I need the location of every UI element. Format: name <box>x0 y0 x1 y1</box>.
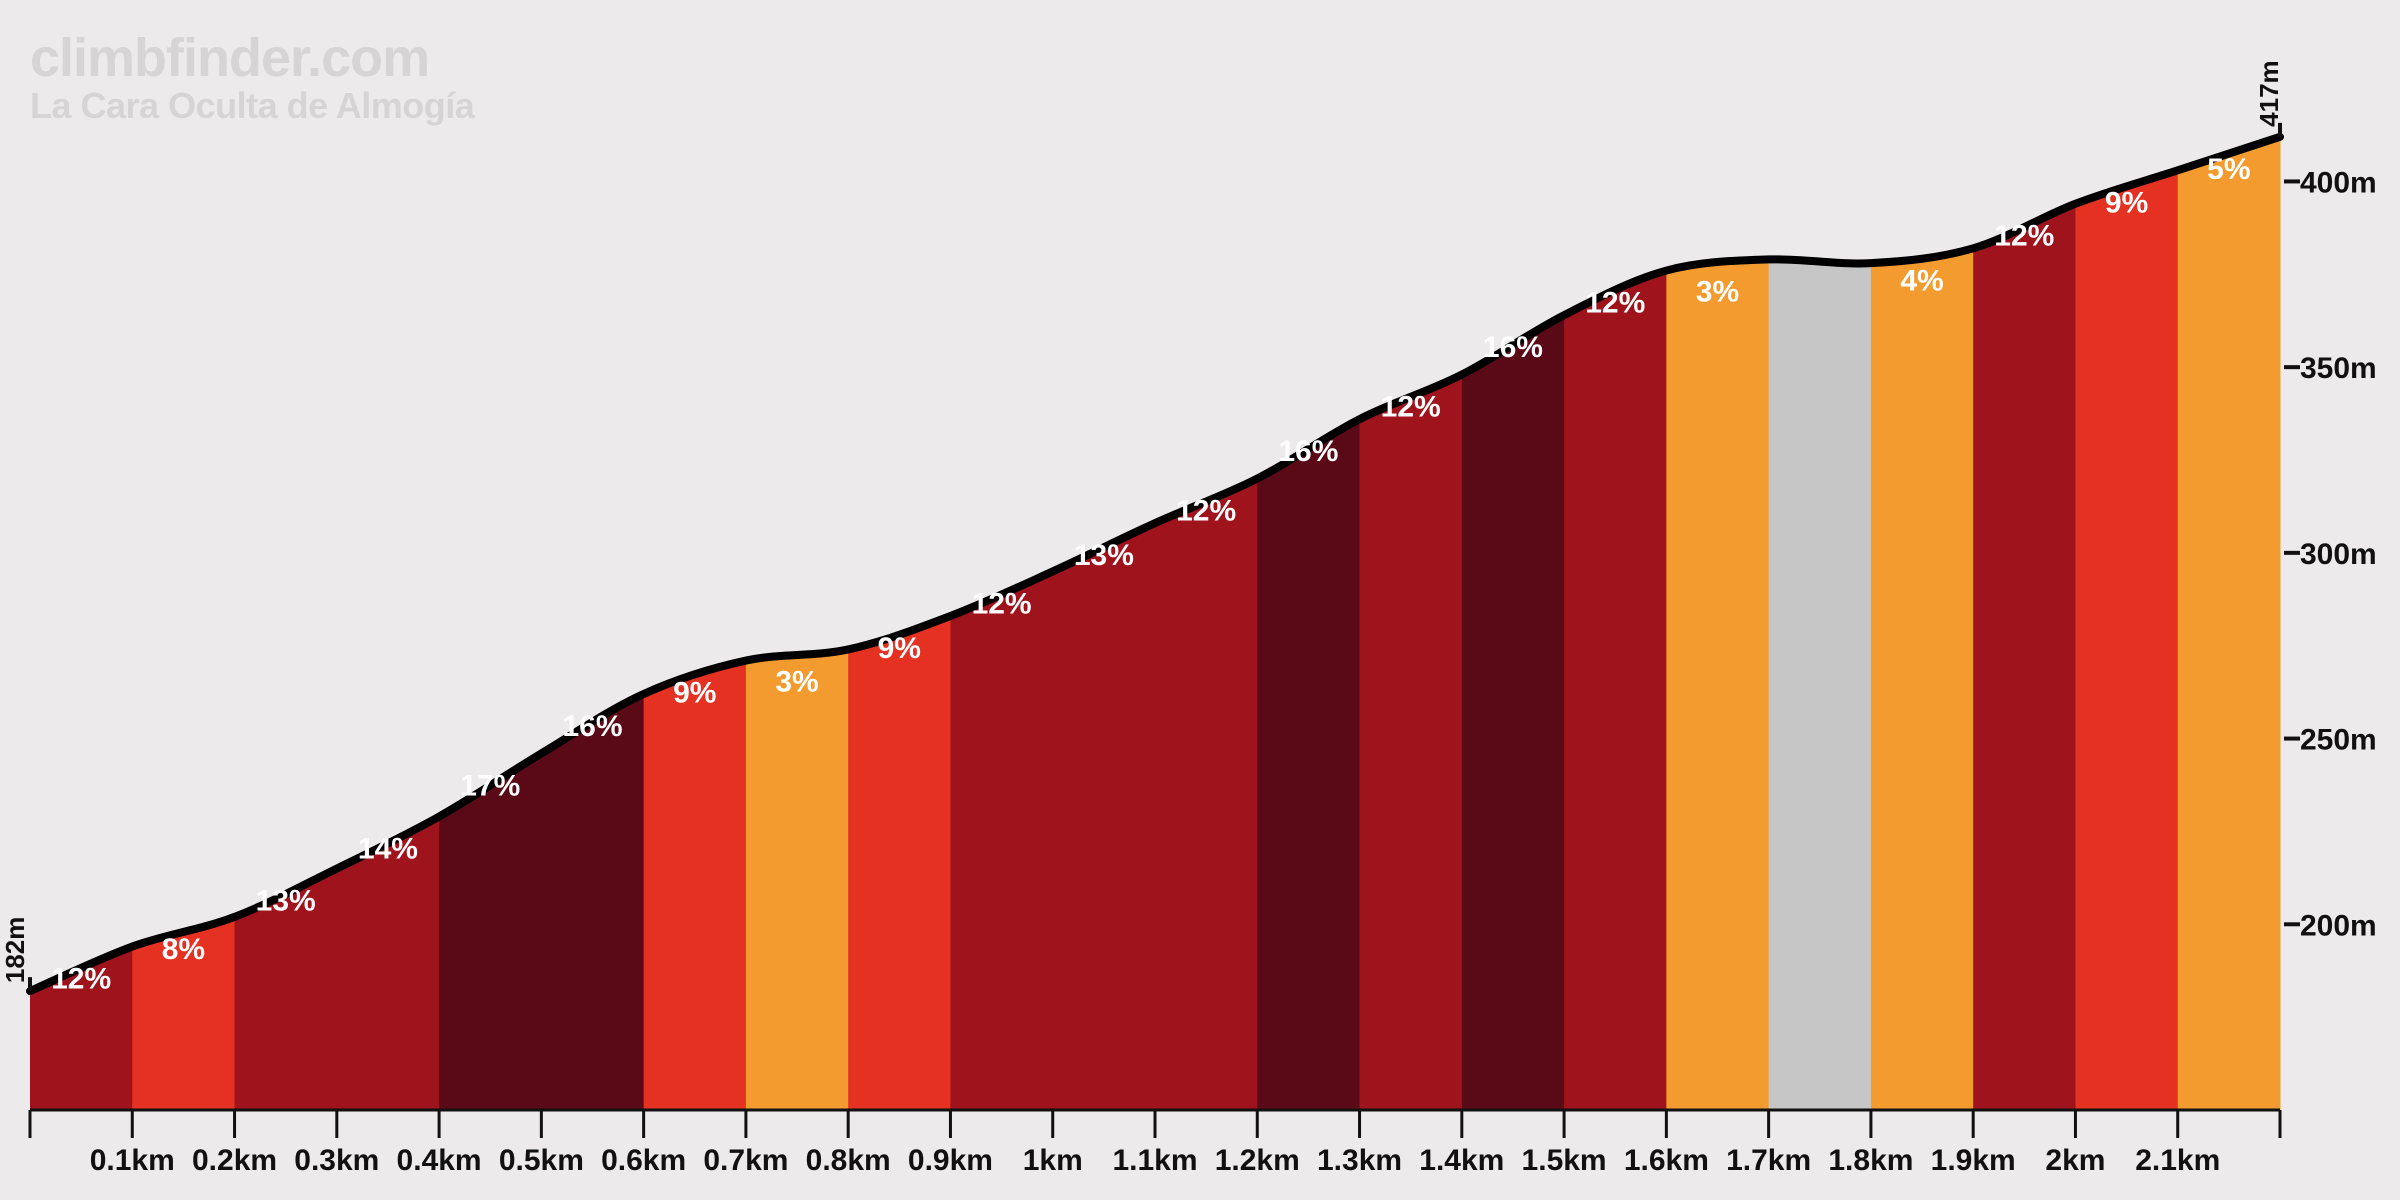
distance-label: 1km <box>1023 1144 1083 1177</box>
grade-percent-label: 13% <box>1074 539 1134 572</box>
y-axis-label: 300m <box>2300 538 2377 571</box>
distance-label: 1.1km <box>1112 1144 1197 1177</box>
grade-percent-label: 12% <box>972 587 1032 620</box>
distance-label: 1.9km <box>1931 1144 2016 1177</box>
grade-percent-label: 16% <box>1278 435 1338 468</box>
distance-label: 0.4km <box>397 1144 482 1177</box>
distance-label: 1.4km <box>1419 1144 1504 1177</box>
grade-percent-label: 13% <box>256 885 316 918</box>
grade-bar <box>2075 170 2178 1110</box>
distance-label: 2km <box>2045 1144 2105 1177</box>
distance-label: 1.3km <box>1317 1144 1402 1177</box>
grade-bar <box>950 571 1053 1110</box>
y-axis-label: 200m <box>2300 909 2377 942</box>
distance-label: 1.2km <box>1215 1144 1300 1177</box>
grade-bar <box>1257 419 1360 1110</box>
grade-percent-label: 8% <box>162 933 205 966</box>
grade-bar <box>1871 248 1974 1110</box>
grade-percent-label: 16% <box>1483 331 1543 364</box>
grade-bar <box>1053 523 1156 1110</box>
grade-bar <box>644 661 747 1110</box>
grade-percent-label: 5% <box>2207 153 2250 186</box>
grade-bar <box>541 694 644 1110</box>
distance-label: 0.8km <box>806 1144 891 1177</box>
watermark-climb-name: La Cara Oculta de Almogía <box>30 87 474 125</box>
distance-label: 0.5km <box>499 1144 584 1177</box>
distance-label: 1.7km <box>1726 1144 1811 1177</box>
grade-bar <box>1666 259 1769 1110</box>
grade-percent-label: 9% <box>878 632 921 665</box>
distance-label: 0.7km <box>703 1144 788 1177</box>
grade-percent-label: 12% <box>1585 287 1645 320</box>
grade-percent-label: 14% <box>358 833 418 866</box>
grade-bar <box>1769 259 1872 1110</box>
distance-label: 0.1km <box>90 1144 175 1177</box>
distance-label: 1.6km <box>1624 1144 1709 1177</box>
grade-bar <box>1360 375 1463 1110</box>
grade-bar <box>1155 479 1258 1110</box>
grade-percent-label: 3% <box>1696 275 1739 308</box>
grade-bar <box>2178 137 2281 1110</box>
y-axis-label: 400m <box>2300 166 2377 199</box>
watermark-site: climbfinder.com <box>30 30 474 87</box>
grade-bar <box>1973 204 2076 1110</box>
watermark: climbfinder.com La Cara Oculta de Almogí… <box>30 30 474 124</box>
grade-percent-label: 12% <box>51 963 111 996</box>
grade-bar <box>848 616 951 1110</box>
distance-label: 0.2km <box>192 1144 277 1177</box>
distance-label: 0.3km <box>294 1144 379 1177</box>
grade-percent-label: 16% <box>562 710 622 743</box>
grade-bar <box>1564 271 1667 1110</box>
y-axis-label: 350m <box>2300 352 2377 385</box>
grade-percent-label: 9% <box>673 677 716 710</box>
distance-label: 0.6km <box>601 1144 686 1177</box>
grade-percent-label: 4% <box>1900 264 1943 297</box>
distance-label: 1.8km <box>1828 1144 1913 1177</box>
grade-percent-label: 12% <box>1381 391 1441 424</box>
grade-percent-label: 3% <box>775 665 818 698</box>
grade-bar <box>1462 315 1565 1110</box>
grade-percent-label: 12% <box>1994 220 2054 253</box>
end-elevation-label: 417m <box>2254 60 2284 127</box>
grade-percent-label: 17% <box>460 769 520 802</box>
chart-svg: 12% 8% 13% 14% 17% 16% 9% 3% 9% 12% 13% 12% 16% 12% 16… <box>0 0 2400 1200</box>
grade-percent-label: 12% <box>1176 495 1236 528</box>
distance-label: 1.5km <box>1522 1144 1607 1177</box>
grade-percent-label: 9% <box>2105 186 2148 219</box>
distance-label: 0.9km <box>908 1144 993 1177</box>
y-axis-label: 250m <box>2300 724 2377 757</box>
grade-bar <box>746 649 849 1110</box>
distance-label: 2.1km <box>2135 1144 2220 1177</box>
start-elevation-label: 182m <box>0 917 30 984</box>
elevation-profile-chart: climbfinder.com La Cara Oculta de Almogí… <box>0 0 2400 1200</box>
